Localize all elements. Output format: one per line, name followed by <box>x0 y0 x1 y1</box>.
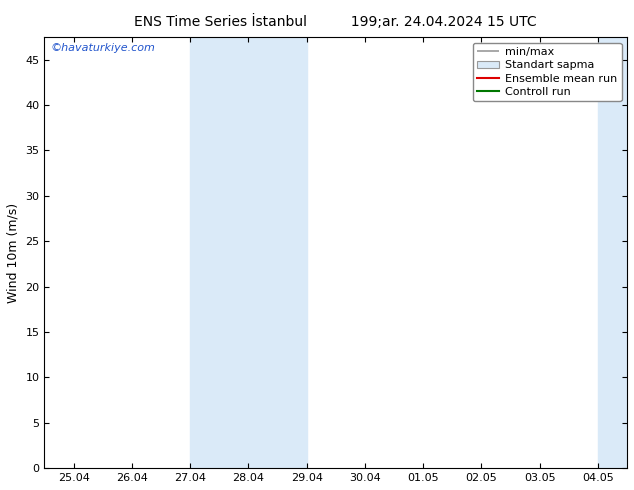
Text: ©havaturkiye.com: ©havaturkiye.com <box>50 44 155 53</box>
Bar <box>598 37 634 468</box>
Bar <box>190 37 307 468</box>
Legend: min/max, Standart sapma, Ensemble mean run, Controll run: min/max, Standart sapma, Ensemble mean r… <box>472 43 621 101</box>
Title: ENS Time Series İstanbul          199;ar. 24.04.2024 15 UTC: ENS Time Series İstanbul 199;ar. 24.04.2… <box>134 14 537 29</box>
Y-axis label: Wind 10m (m/s): Wind 10m (m/s) <box>7 202 20 303</box>
